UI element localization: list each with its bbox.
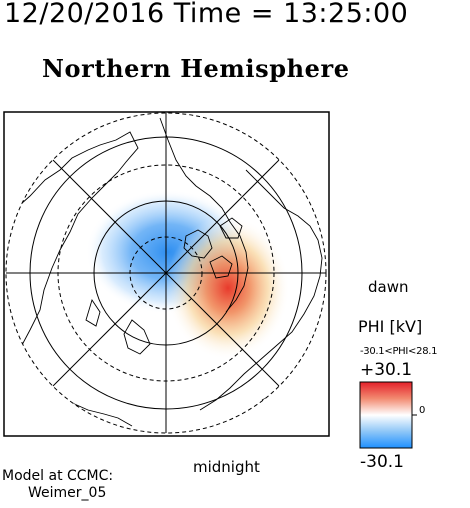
midnight-label: midnight — [193, 458, 260, 476]
colorbar-min-label: -30.1 — [360, 452, 404, 472]
dawn-label: dawn — [368, 278, 409, 296]
colorbar-title: PHI [kV] — [358, 317, 423, 336]
positive-cell — [166, 216, 290, 360]
time-header: 12/20/2016 Time = 13:25:00 — [4, 0, 409, 29]
map-frame — [3, 111, 330, 437]
colorbar-range: -30.1<PHI<28.1 — [360, 346, 438, 357]
model-label: Model at CCMC: — [2, 468, 114, 484]
colorbar-zero-label: 0 — [419, 405, 426, 416]
potential-cells — [86, 190, 290, 360]
model-name: Weimer_05 — [28, 485, 107, 501]
phi-colorbar — [359, 381, 417, 449]
coastlines — [11, 117, 323, 433]
meridian-lines — [6, 113, 326, 433]
colorbar-max-label: +30.1 — [360, 360, 413, 380]
hemisphere-title: Northern Hemisphere — [42, 54, 350, 83]
